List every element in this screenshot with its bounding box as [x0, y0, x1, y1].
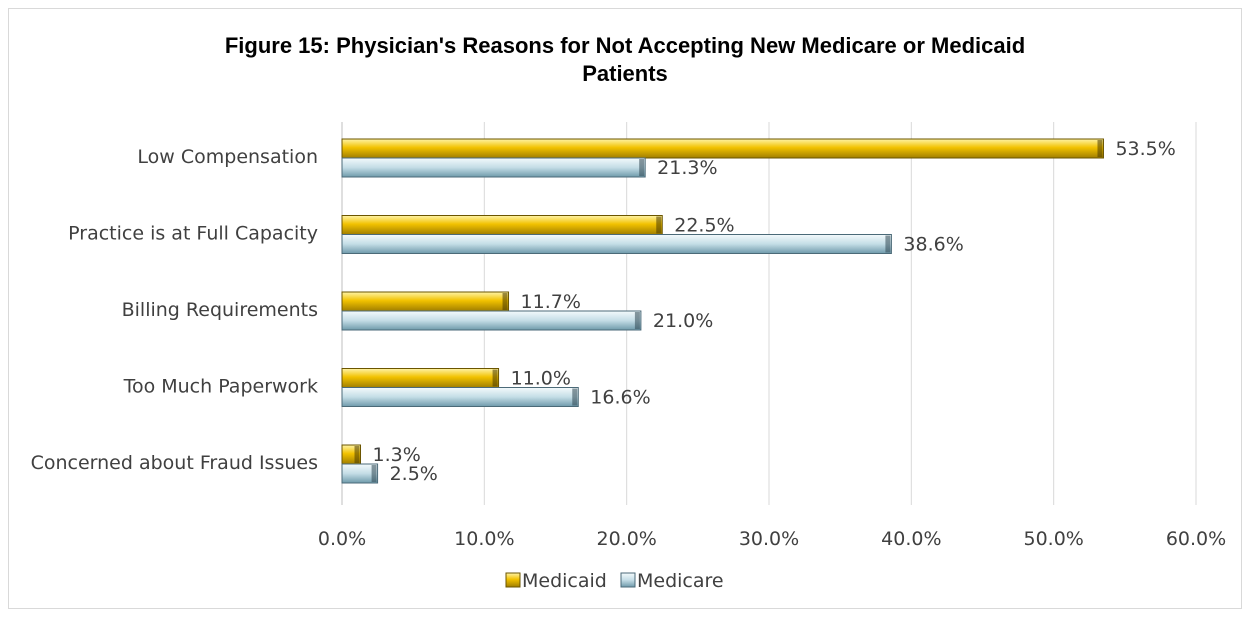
- x-tick-label: 50.0%: [1023, 528, 1083, 550]
- bar-end-cap: [572, 388, 578, 406]
- x-tick-label: 40.0%: [881, 528, 941, 550]
- chart-frame: [8, 8, 1242, 609]
- category-label: Too Much Paperwork: [123, 376, 318, 398]
- data-label: 38.6%: [903, 234, 963, 256]
- bar-medicaid: [341, 138, 1104, 159]
- bar-end-cap: [639, 159, 645, 176]
- x-tick-label: 30.0%: [739, 528, 799, 550]
- x-tick-label: 60.0%: [1166, 528, 1226, 550]
- chart-title-line-1: Figure 15: Physician's Reasons for Not A…: [224, 33, 1026, 58]
- chart-title-line-2: Patients: [582, 61, 668, 86]
- data-label: 21.0%: [653, 310, 713, 332]
- category-label: Concerned about Fraud Issues: [31, 452, 318, 474]
- data-label: 53.5%: [1115, 138, 1175, 160]
- x-tick-label: 20.0%: [596, 528, 656, 550]
- legend-label-medicare: Medicare: [637, 570, 724, 592]
- data-label: 16.6%: [590, 387, 650, 409]
- bar-end-cap: [502, 293, 508, 310]
- bar-medicare: [341, 387, 579, 407]
- x-tick-label: 0.0%: [318, 528, 366, 550]
- x-tick-label: 10.0%: [454, 528, 514, 550]
- data-label: 22.5%: [674, 215, 734, 237]
- legend-label-medicaid: Medicaid: [522, 570, 607, 592]
- bar-end-cap: [885, 235, 891, 253]
- chart-title: Figure 15: Physician's Reasons for Not A…: [8, 32, 1242, 88]
- bar-medicare: [341, 234, 892, 254]
- bar-end-cap: [656, 216, 662, 234]
- bar-end-cap: [634, 312, 640, 329]
- bar-medicare: [341, 310, 642, 331]
- category-label: Practice is at Full Capacity: [68, 223, 318, 245]
- bar-end-cap: [354, 446, 360, 463]
- data-label: 11.7%: [521, 291, 581, 313]
- bar-end-cap: [371, 465, 377, 482]
- data-label: 21.3%: [657, 157, 717, 179]
- legend-swatch-medicaid: [505, 572, 521, 588]
- data-label: 1.3%: [373, 444, 421, 466]
- legend-swatch-medicare: [620, 572, 636, 588]
- bar-medicare: [341, 463, 379, 484]
- category-label: Billing Requirements: [122, 299, 318, 321]
- bar-medicaid: [341, 215, 663, 235]
- bar-medicaid: [341, 368, 500, 388]
- bar-end-cap: [1097, 140, 1103, 157]
- data-label: 11.0%: [511, 368, 571, 390]
- bar-end-cap: [492, 369, 498, 387]
- data-label: 2.5%: [390, 463, 438, 485]
- category-label: Low Compensation: [137, 146, 318, 168]
- bar-medicare: [341, 157, 646, 178]
- bar-medicaid: [341, 291, 510, 312]
